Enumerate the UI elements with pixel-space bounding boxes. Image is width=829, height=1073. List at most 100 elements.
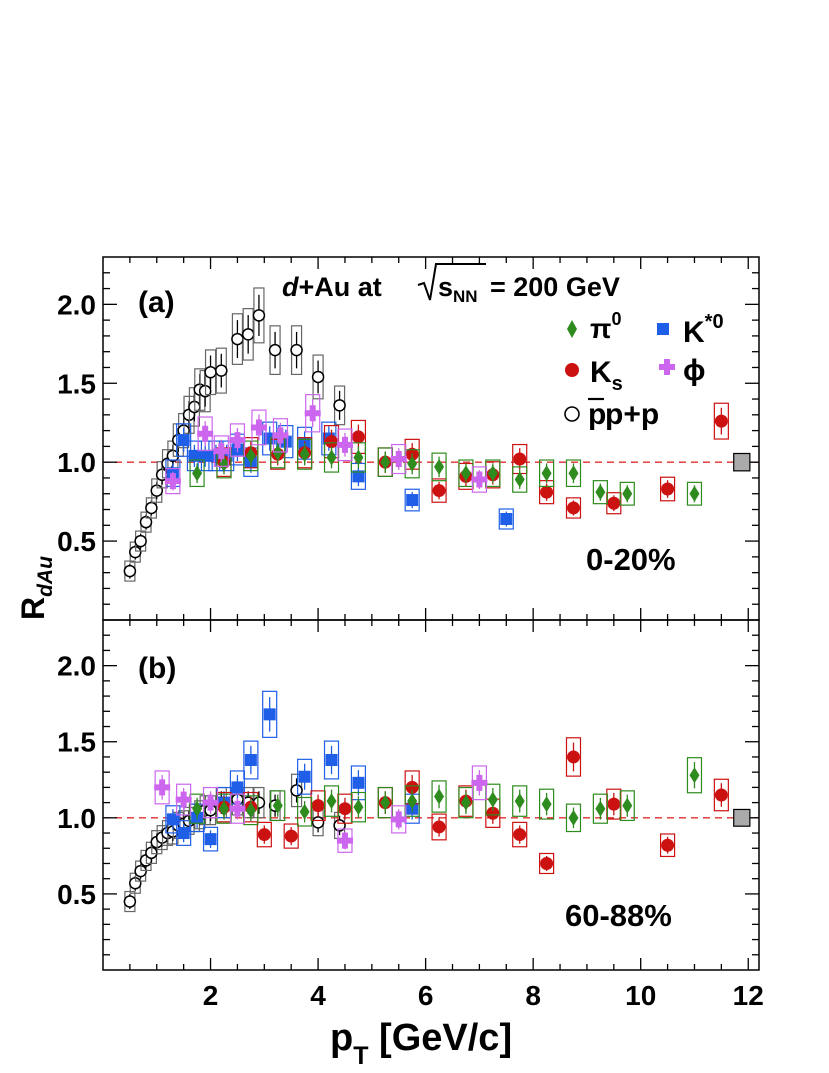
chart-title: d+Au at sNN = 200 GeV — [282, 263, 620, 306]
sys-error-box — [539, 852, 555, 875]
data-point-pi0 — [622, 485, 633, 502]
data-point-phi — [272, 427, 289, 444]
centrality-label-b: 60-88% — [565, 898, 672, 933]
data-point-ks — [486, 806, 500, 820]
data-point-kstar — [244, 754, 257, 766]
data-point-pi0 — [689, 485, 700, 502]
data-point-phi — [229, 800, 246, 817]
panel-b: 0.5 1.0 1.5 2.0 — [57, 619, 760, 971]
sys-error-box — [283, 823, 299, 849]
sys-error-box — [565, 803, 582, 833]
y-tick-label: 1.0 — [57, 447, 96, 478]
sys-error-box — [592, 793, 608, 824]
data-point-ks — [513, 452, 527, 466]
y-tick-label: 1.5 — [57, 368, 96, 399]
sys-error-box — [431, 478, 447, 503]
data-point-pi0 — [353, 799, 364, 816]
data-point-kstar — [263, 708, 276, 721]
data-point-pbar-p — [215, 364, 228, 377]
sys-error-box — [565, 737, 582, 777]
legend-label-pi0: π — [590, 313, 611, 344]
data-point-ks — [566, 501, 580, 515]
data-point-pi0 — [272, 797, 283, 814]
data-point-pi0 — [245, 802, 256, 819]
data-point-ks — [432, 820, 446, 834]
y-tick-label: 1.5 — [57, 727, 96, 758]
data-point-pi0 — [272, 444, 283, 461]
data-point-pi0 — [460, 794, 471, 811]
data-point-pi0 — [514, 793, 525, 810]
x-tick-label: 6 — [418, 980, 434, 1011]
x-tick-label: 10 — [625, 980, 656, 1011]
data-point-kstar — [500, 512, 513, 525]
sys-error-box — [165, 805, 181, 834]
legend-marker-ks — [565, 363, 579, 377]
data-point-ks — [351, 430, 365, 444]
sys-error-box — [659, 476, 676, 502]
data-point-pbar-p — [204, 365, 217, 379]
legend-label-pbar-p: p+p — [605, 398, 659, 431]
data-point-ks — [607, 797, 621, 811]
data-point-pi0 — [541, 465, 552, 482]
data-point-phi — [213, 443, 230, 460]
title-prefix: d — [282, 272, 299, 302]
data-point-kstar — [177, 827, 190, 840]
sys-error-box — [619, 481, 635, 506]
data-point-phi — [175, 791, 192, 808]
y-tick-label: 0.5 — [57, 879, 96, 910]
y-axis-title: R — [15, 597, 51, 620]
sys-error-box — [256, 821, 272, 848]
sys-error-box — [176, 820, 192, 846]
data-point-kstar — [298, 770, 311, 783]
sys-error-box — [686, 757, 703, 794]
sys-error-box — [262, 690, 278, 738]
data-point-pi0 — [192, 800, 203, 817]
sys-error-box — [297, 758, 313, 795]
sys-error-box — [512, 821, 528, 848]
data-point-pi0 — [568, 809, 579, 826]
data-point-phi — [336, 436, 353, 453]
sys-error-box — [202, 826, 219, 852]
panel-b-label: (b) — [138, 652, 176, 685]
sys-error-box — [350, 791, 367, 823]
data-point-phi — [336, 832, 353, 849]
sys-error-box — [512, 466, 528, 493]
data-point-ks — [566, 750, 580, 764]
legend-pbar-p: p p+p — [564, 397, 659, 431]
sys-error-box — [659, 833, 676, 858]
legend-sup-pi0: 0 — [611, 309, 621, 329]
sys-error-box — [243, 740, 259, 780]
data-point-kstar — [352, 470, 365, 483]
data-point-pbar-p — [333, 399, 346, 412]
data-point-pbar-p — [241, 328, 255, 341]
sys-error-box — [431, 780, 447, 813]
data-point-ks — [540, 485, 554, 499]
sys-error-box — [539, 788, 555, 820]
y-tick-label: 0.5 — [57, 526, 96, 557]
legend-kstar: K*0 — [657, 311, 724, 349]
panel-a-label: (a) — [138, 286, 175, 319]
data-point-kstar — [188, 449, 201, 462]
x-tick-label: 8 — [525, 980, 541, 1011]
x-tick-label: 2 — [203, 980, 219, 1011]
normalization-uncertainty-box — [733, 452, 751, 472]
data-point-ks — [661, 838, 675, 852]
data-point-phi — [164, 473, 181, 490]
data-point-pi0 — [514, 471, 525, 488]
data-point-pi0 — [689, 767, 700, 784]
sys-error-box — [431, 813, 447, 841]
sys-error-box — [619, 790, 635, 822]
svg-text:K*0: K*0 — [683, 311, 724, 349]
data-point-kstar — [406, 494, 419, 507]
y-tick-label: 2.0 — [57, 651, 96, 682]
sys-error-box — [270, 790, 286, 822]
data-point-pi0 — [568, 465, 579, 482]
data-point-pi0 — [434, 458, 445, 475]
svg-text:d+Au at: d+Au at — [282, 272, 382, 302]
data-point-ks — [540, 856, 554, 870]
sys-error-box — [539, 459, 555, 488]
sys-error-box — [297, 796, 313, 827]
data-point-pi0 — [595, 800, 606, 817]
x-axis-title: p — [330, 1017, 353, 1059]
